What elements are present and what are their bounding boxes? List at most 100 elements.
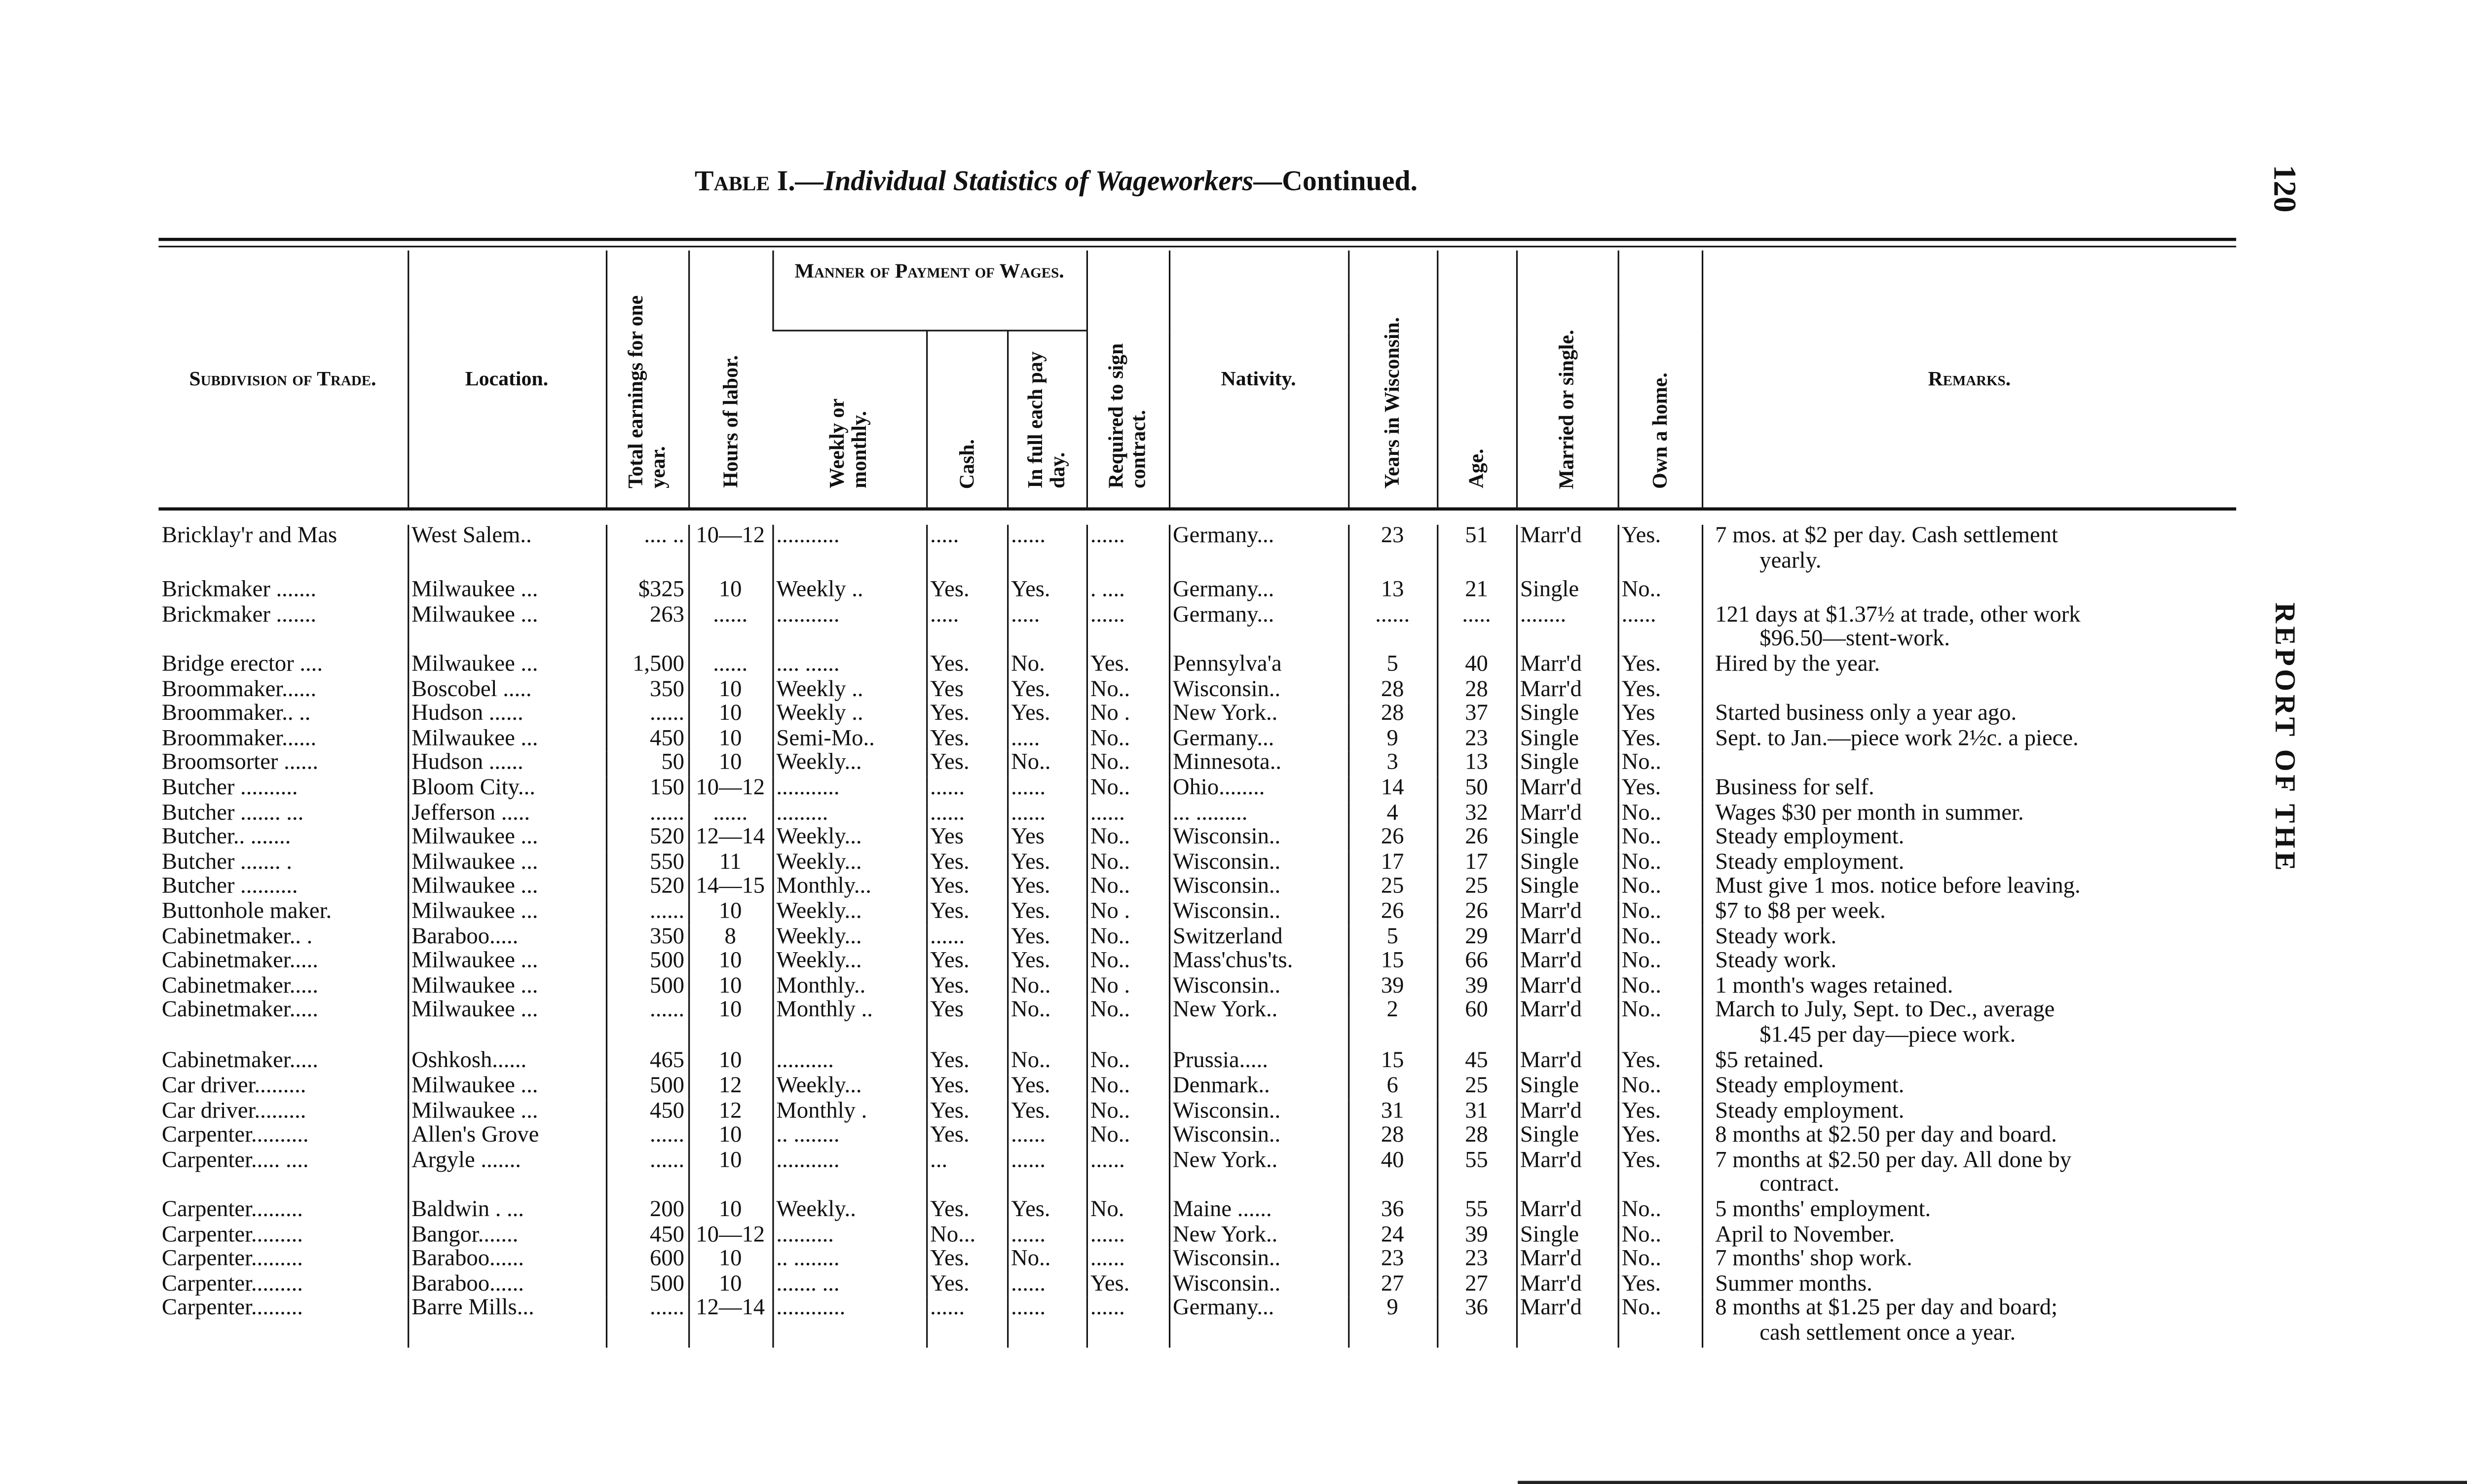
table-header: Subdivision of Trade. Location. Total ea… (158, 250, 2237, 508)
table-row: Carpenter......... Baraboo...... 600 10.. .… (158, 1248, 2237, 1273)
table-row: Carpenter......... Baraboo...... 500 10....… (158, 1272, 2237, 1298)
cell-hours: 10 (687, 1272, 773, 1298)
cell-age: 21 (1436, 579, 1516, 604)
cell-cash: Yes (925, 826, 1008, 851)
cell-location: West Salem.. (407, 524, 606, 579)
cell-age: 25 (1436, 875, 1516, 901)
remark-continuation: contract. (1759, 1172, 1840, 1198)
cell-age: 17 (1436, 851, 1516, 876)
table-row: Car driver......... Milwaukee ... 450 12 Mon… (158, 1100, 2237, 1125)
cell-age: 13 (1436, 752, 1516, 777)
cell-trade: Butcher .......... (161, 777, 298, 801)
cell-remarks: 1 month's wages retained. (1701, 974, 2237, 1000)
cell-nativity: Germany... (1168, 603, 1348, 653)
cell-married: Marr'd (1515, 1272, 1618, 1298)
cell-full-pay: ...... (1006, 1272, 1086, 1298)
cell-contract: No.. (1085, 678, 1169, 703)
cell-earnings: 450 (605, 1100, 689, 1125)
remark-continuation: $96.50—stent-work. (1759, 627, 1950, 653)
cell-payment: .......... (771, 1050, 927, 1076)
table-row: Butcher.. ....... Milwaukee ... 520 12—14 We… (158, 826, 2237, 851)
cell-payment: ....... ... (771, 1272, 927, 1298)
cell-remarks: 5 months' employment. (1701, 1198, 2237, 1224)
cell-contract: ...... (1085, 603, 1169, 653)
remark-line: 7 months' shop work. (1715, 1248, 1912, 1272)
cell-earnings: ...... (605, 900, 689, 926)
cell-contract: No.. (1085, 826, 1169, 851)
cell-years: 26 (1347, 900, 1437, 926)
cell-payment: Monthly... (771, 875, 927, 901)
cell-hours: ...... (687, 603, 773, 653)
cell-contract: No.. (1085, 950, 1169, 975)
cell-payment: Weekly .. (771, 703, 927, 728)
header-married: Married or single. (1515, 250, 1618, 508)
cell-full-pay: ..... (1006, 603, 1086, 653)
cell-payment: .......... (771, 1223, 927, 1248)
cell-contract: No . (1085, 900, 1169, 926)
cell-trade: Car driver......... (161, 1075, 306, 1099)
cell-hours: 14—15 (687, 875, 773, 901)
title-italic: —Individual Statistics of Wageworkers (795, 165, 1254, 197)
remark-line: 7 mos. at $2 per day. Cash settlement (1715, 524, 2058, 549)
cell-age: 37 (1436, 703, 1516, 728)
cell-home: Yes. (1616, 1100, 1702, 1125)
cell-location: Jefferson ..... (407, 801, 606, 826)
cell-contract: No . (1085, 974, 1169, 1000)
cell-home: No.. (1616, 900, 1702, 926)
table-row: Carpenter......... Bangor....... 450 10—12.… (158, 1223, 2237, 1248)
cell-earnings: 500 (605, 1075, 689, 1100)
cell-trade: Cabinetmaker.. . (161, 925, 313, 949)
cell-age: 36 (1436, 1298, 1516, 1347)
header-years: Years in Wisconsin. (1347, 250, 1437, 508)
cell-years: 27 (1347, 1272, 1437, 1298)
cell-nativity: Maine ...... (1168, 1198, 1348, 1224)
cell-earnings: 350 (605, 678, 689, 703)
cell-cash: Yes. (925, 727, 1008, 752)
cell-hours: 12—14 (687, 1298, 773, 1347)
cell-married: Marr'd (1515, 925, 1618, 950)
cell-location: Baraboo...... (407, 1248, 606, 1273)
cell-location: Boscobel ..... (407, 678, 606, 703)
cell-hours: 8 (687, 925, 773, 950)
remark-line: Steady work. (1715, 925, 1837, 949)
cell-hours: 10 (687, 974, 773, 1000)
cell-home: Yes. (1616, 777, 1702, 802)
cell-hours: 10 (687, 678, 773, 703)
title-prefix: Table I. (694, 165, 795, 197)
cell-full-pay: Yes. (1006, 900, 1086, 926)
cell-payment: ........... (771, 524, 927, 579)
cell-remarks: April to November. (1701, 1223, 2237, 1248)
remark-line: 121 days at $1.37½ at trade, other work (1715, 603, 2081, 628)
cell-trade: Broommaker...... (161, 727, 317, 751)
table-row: Cabinetmaker..... Milwaukee ... 500 10 Weekl… (158, 950, 2237, 975)
remark-line: April to November. (1715, 1223, 1895, 1247)
table-row: Cabinetmaker..... Milwaukee ......... 10 Mo… (158, 999, 2237, 1050)
header-payment-group: Manner of Payment of Wages. (771, 250, 1086, 332)
cell-payment: ......... (771, 801, 927, 826)
cell-contract: No.. (1085, 999, 1169, 1050)
cell-full-pay: ...... (1006, 801, 1086, 826)
cell-married: Marr'd (1515, 678, 1618, 703)
cell-payment: Weekly.. (771, 1198, 927, 1224)
cell-hours: 10 (687, 950, 773, 975)
remark-line: 1 month's wages retained. (1715, 974, 1953, 999)
cell-payment: ........... (771, 1149, 927, 1199)
cell-remarks: Business for self. (1701, 777, 2237, 802)
cell-location: Allen's Grove (407, 1124, 606, 1150)
cell-cash: ... (925, 1149, 1008, 1199)
cell-hours: 10 (687, 752, 773, 777)
cell-trade: Carpenter..... .... (161, 1149, 309, 1173)
header-married-text: Married or single. (1554, 329, 1578, 488)
cell-home: Yes. (1616, 1272, 1702, 1298)
cell-full-pay: Yes. (1006, 1075, 1086, 1100)
cell-married: Single (1515, 579, 1618, 604)
cell-remarks: 7 mos. at $2 per day. Cash settlement yea… (1701, 524, 2237, 579)
remark-line: $7 to $8 per week. (1715, 900, 1886, 925)
cell-married: Single (1515, 875, 1618, 901)
page-number: 120 (2266, 165, 2301, 213)
cell-nativity: Germany... (1168, 524, 1348, 579)
cell-payment: Weekly... (771, 950, 927, 975)
cell-married: Single (1515, 703, 1618, 728)
cell-hours: 10 (687, 1149, 773, 1199)
cell-nativity: Wisconsin.. (1168, 875, 1348, 901)
